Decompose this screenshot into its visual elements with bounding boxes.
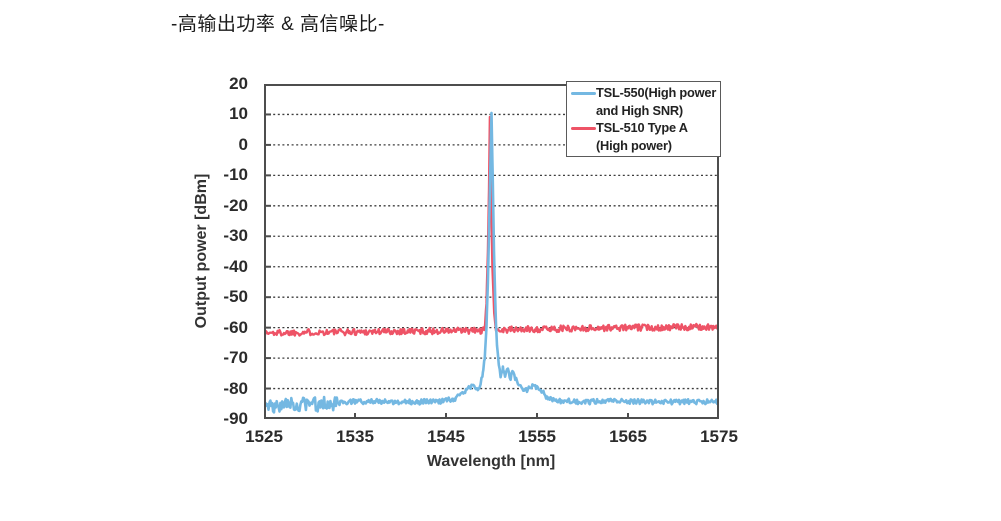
series-trace-tsl-550 <box>264 111 719 414</box>
chart-title: -高输出功率 & 高信噪比- <box>171 14 385 35</box>
y-tick-label: -70 <box>223 348 248 367</box>
y-tick-label: -30 <box>223 226 248 245</box>
x-tick-label: 1565 <box>609 427 647 446</box>
legend-item-label: TSL-550(High power and High SNR) <box>596 85 717 118</box>
x-tick-label: 1525 <box>245 427 283 446</box>
x-tick-label: 1535 <box>336 427 374 446</box>
y-tick-label: 20 <box>229 74 248 93</box>
plot-border <box>264 84 719 419</box>
y-tick-label: -60 <box>223 318 248 337</box>
legend-item-label: TSL-510 Type A (High power) <box>596 120 688 153</box>
x-tick-label: 1555 <box>518 427 556 446</box>
y-tick-label: -50 <box>223 287 248 306</box>
y-tick-label: -80 <box>223 379 248 398</box>
y-tick-label: 10 <box>229 104 248 123</box>
y-tick-label: -20 <box>223 196 248 215</box>
y-tick-label: -40 <box>223 257 248 276</box>
x-tick-label: 1575 <box>700 427 738 446</box>
spectrum-plot <box>264 84 719 419</box>
y-tick-label: -10 <box>223 165 248 184</box>
legend-line-swatch <box>571 127 596 131</box>
y-tick-label: 0 <box>238 135 248 154</box>
legend-item-tsl-510: TSL-510 Type A (High power) <box>571 119 720 154</box>
x-tick-label: 1545 <box>427 427 465 446</box>
y-tick-label: -90 <box>223 409 248 428</box>
x-axis-title: Wavelength [nm] <box>426 453 556 470</box>
legend-item-tsl-550: TSL-550(High power and High SNR) <box>571 84 720 119</box>
legend-line-swatch <box>571 92 596 96</box>
legend: TSL-550(High power and High SNR) TSL-510 T… <box>566 81 721 157</box>
